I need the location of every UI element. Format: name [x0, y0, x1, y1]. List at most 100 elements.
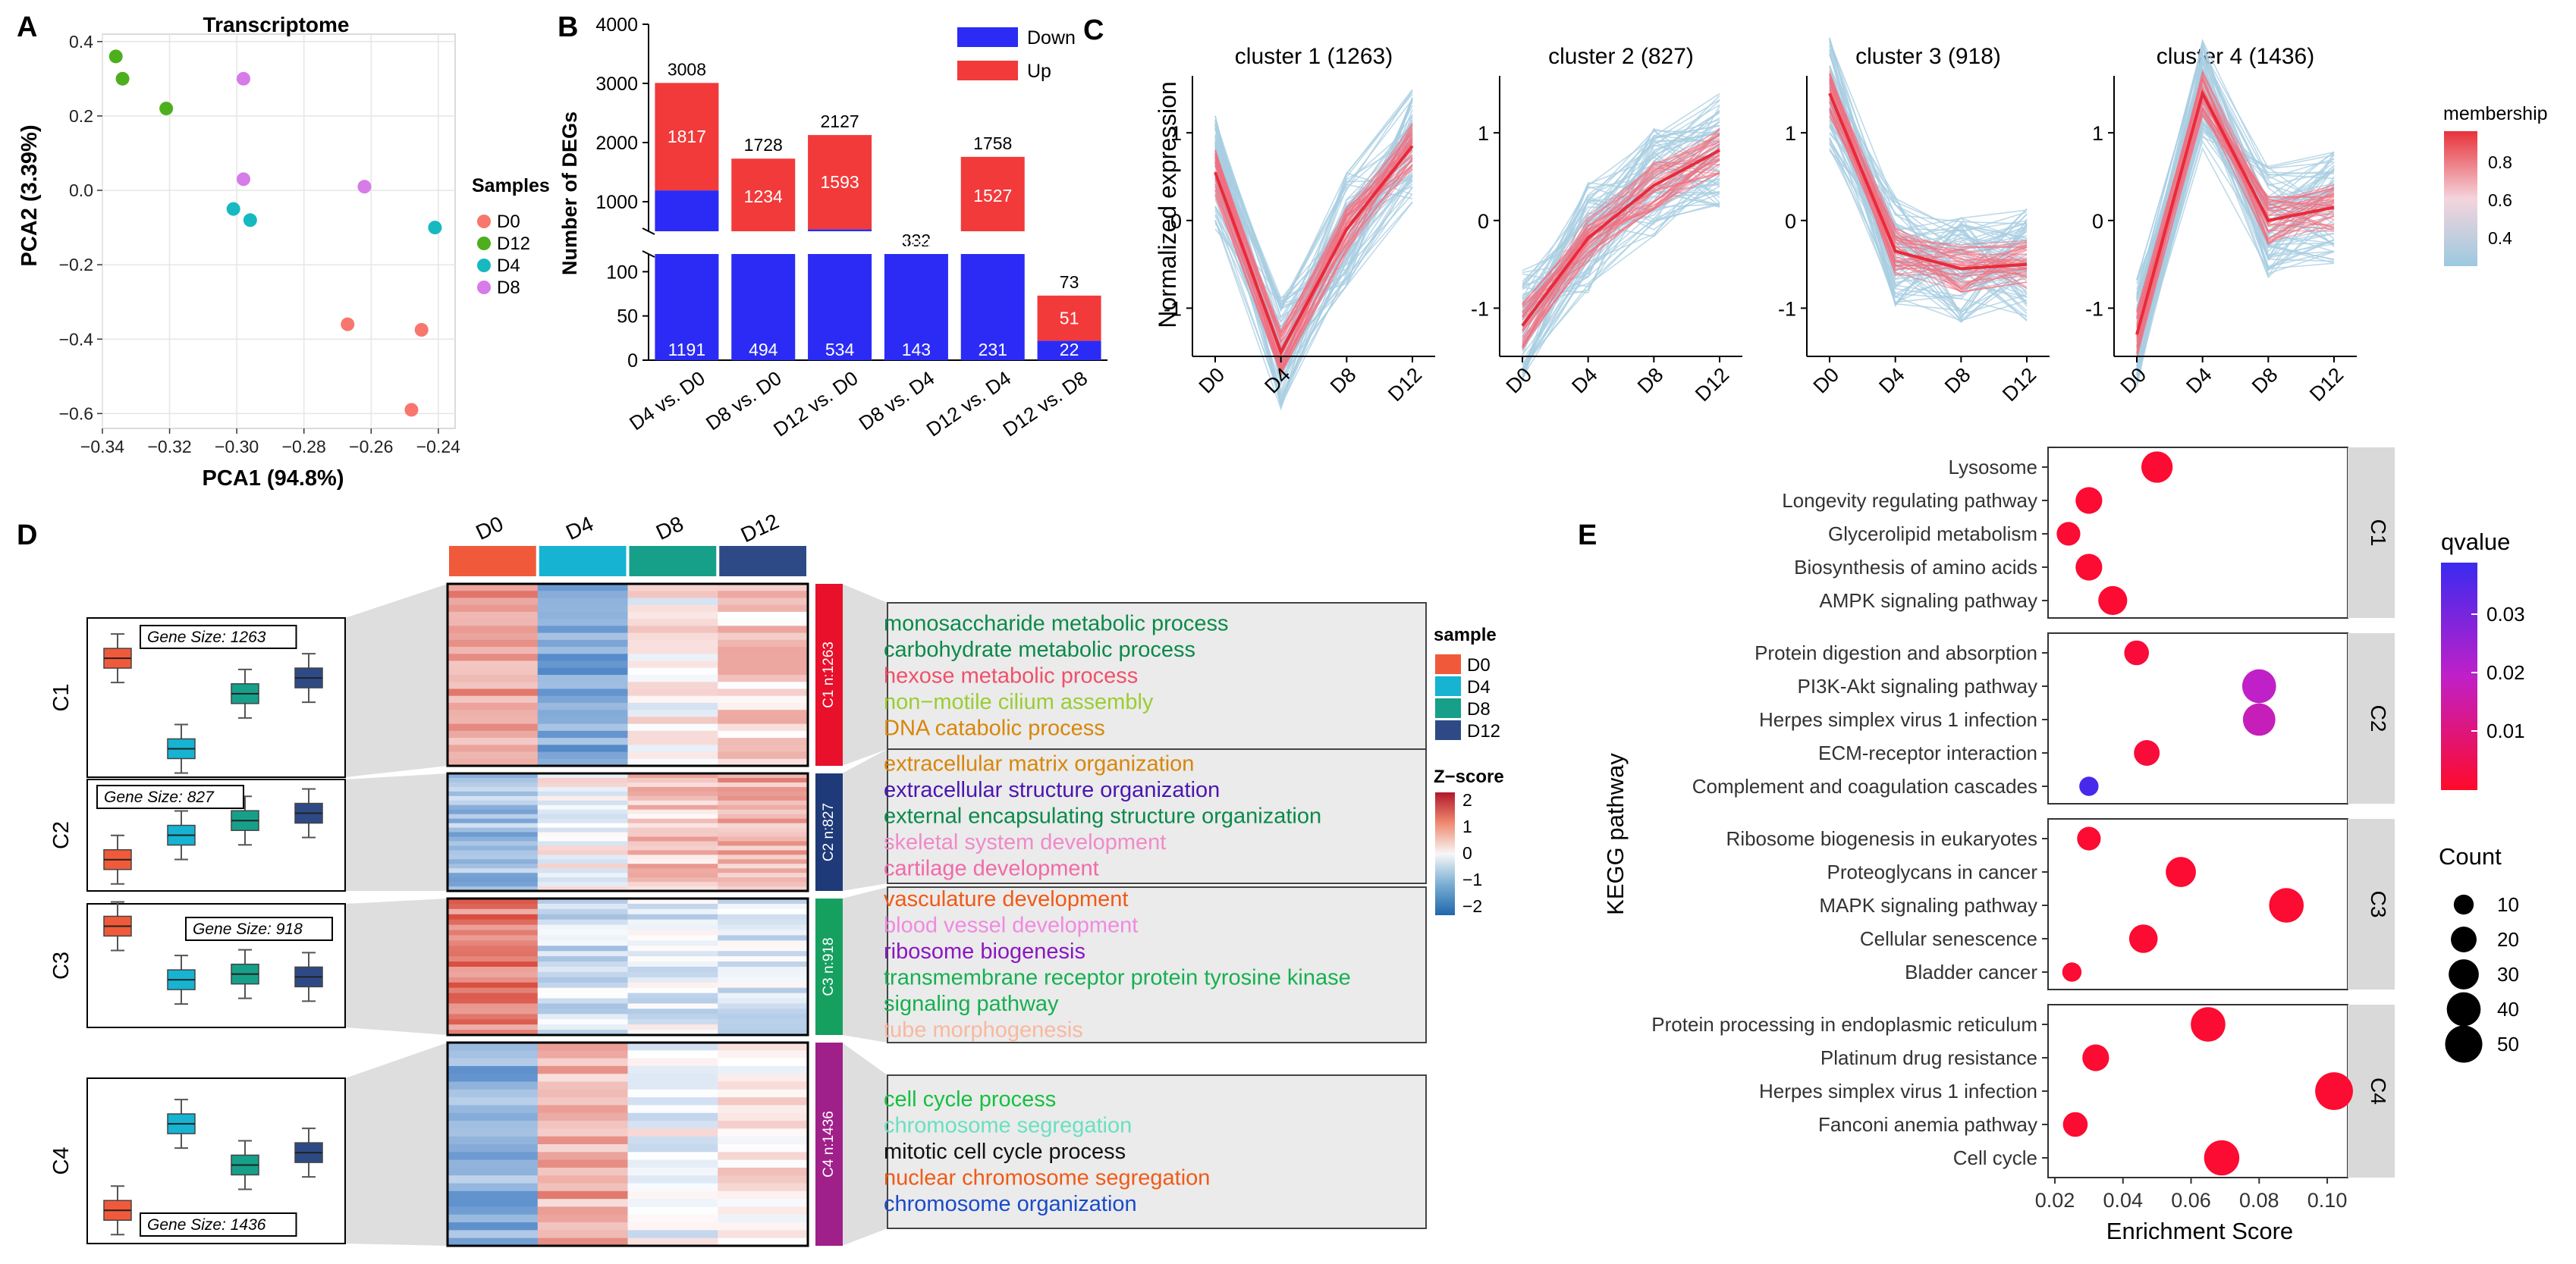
heatmap-cell — [537, 667, 628, 676]
cluster-member-line — [1829, 115, 2028, 283]
heatmap-cell — [627, 827, 718, 833]
heatmap-cell — [537, 1144, 628, 1153]
heatmap-cell — [448, 751, 539, 760]
pca-point-d0 — [404, 403, 419, 417]
heatmap-cell — [627, 967, 718, 973]
heatmap-cell — [718, 695, 809, 704]
heatmap-cell — [448, 993, 539, 999]
cluster-member-line — [1522, 132, 1720, 313]
pca-point-d12 — [108, 49, 123, 64]
heatmap-cell — [627, 786, 718, 792]
heatmap-cell — [718, 971, 809, 978]
go-term: skeletal system development — [884, 830, 1166, 855]
heatmap-cell — [537, 1136, 628, 1145]
heatmap-cell — [537, 873, 628, 878]
deg-y-tick-label: 2000 — [595, 133, 638, 154]
heatmap-cell — [537, 791, 628, 797]
go-term: chromosome organization — [884, 1192, 1137, 1216]
heatmap-cell — [627, 961, 718, 968]
heatmap-cell — [718, 1237, 809, 1247]
heatmap-cell — [537, 1237, 628, 1247]
heatmap-cell — [718, 1014, 809, 1020]
heatmap-cell — [448, 868, 539, 874]
cluster-y-tick-label: 0 — [2092, 210, 2103, 233]
heatmap-cell — [448, 667, 539, 676]
cluster-member-line — [1829, 72, 2028, 288]
heatmap-cell — [537, 899, 628, 905]
heatmap-cell — [627, 1081, 718, 1090]
cluster-x-tick-label: D12 — [1998, 363, 2040, 406]
go-term: nuclear chromosome segregation — [884, 1165, 1210, 1190]
heatmap-cell — [718, 1030, 809, 1036]
heatmap-cell — [627, 1237, 718, 1247]
connector-left — [345, 1043, 448, 1246]
heatmap-cell — [537, 1019, 628, 1025]
heatmap-cell — [537, 864, 628, 869]
deg-bar-down-lower — [1037, 340, 1101, 360]
heatmap-cell — [448, 710, 539, 717]
heatmap-cell — [448, 1112, 539, 1121]
heatmap-cell — [718, 924, 809, 931]
heatmap-cell — [627, 805, 718, 811]
pca-x-tick-label: −0.26 — [349, 437, 393, 456]
pca-legend-swatch-d4 — [477, 259, 491, 272]
heatmap-cell — [537, 660, 628, 669]
heatmap-cell — [448, 777, 539, 783]
heatmap-cell — [718, 1144, 809, 1153]
heatmap-cell — [718, 795, 809, 801]
cluster-x-tick-label: D0 — [2116, 363, 2151, 398]
kegg-pathway-label: Proteoglycans in cancer — [1827, 861, 2038, 883]
heatmap-cell — [627, 751, 718, 760]
heatmap-cell — [627, 1003, 718, 1009]
deg-y-tick-label: 100 — [606, 262, 638, 283]
zscore-colorbar-label: 1 — [1462, 817, 1472, 836]
cluster-x-tick-label: D0 — [1809, 363, 1844, 398]
heatmap-cell — [537, 935, 628, 941]
heatmap-cell — [718, 730, 809, 739]
heatmap-cell — [627, 903, 718, 910]
heatmap-cell — [627, 738, 718, 745]
heatmap-cluster-c2: C2 n:827 extracellular matrix organizatio… — [49, 748, 1427, 892]
cluster-member-line — [1522, 146, 1720, 347]
heatmap-cell — [718, 864, 809, 869]
heatmap-cell — [627, 1152, 718, 1161]
kegg-pathway-label: Platinum drug resistance — [1820, 1046, 2037, 1069]
membership-colorbar — [2444, 131, 2477, 266]
pca-legend-label-d12: D12 — [497, 234, 530, 254]
go-term: extracellular matrix organization — [884, 751, 1194, 776]
cluster-x-tick-label: D8 — [2248, 363, 2282, 398]
heatmap-cell — [448, 877, 539, 883]
heatmap-cell — [448, 823, 539, 829]
cluster-member-line — [1214, 201, 1413, 399]
heatmap-cell — [537, 855, 628, 860]
deg-category-label: D12 vs. D8 — [998, 366, 1092, 441]
heatmap-cell — [718, 982, 809, 989]
kegg-dot — [2242, 703, 2276, 736]
cluster-member-line — [1214, 123, 1413, 339]
heatmap-cell — [537, 738, 628, 745]
heatmap-cell — [718, 1008, 809, 1015]
heatmap-cell — [537, 745, 628, 753]
heatmap-cell — [627, 982, 718, 989]
heatmap-cell — [448, 1206, 539, 1215]
heatmap-cell — [718, 682, 809, 689]
kegg-pathway-label: Herpes simplex virus 1 infection — [1759, 708, 2037, 731]
zscore-colorbar-label: −2 — [1462, 896, 1482, 916]
go-term: ribosome biogenesis — [884, 939, 1085, 964]
heatmap-cell — [718, 702, 809, 710]
heatmap-cell — [718, 584, 809, 591]
kegg-pathway-label: Longevity regulating pathway — [1782, 489, 2037, 512]
gene-size-label: Gene Size: 918 — [193, 921, 303, 938]
heatmap-cell — [718, 987, 809, 994]
heatmap-cell — [627, 667, 718, 676]
heatmap-cell — [627, 682, 718, 689]
heatmap-cell — [448, 738, 539, 745]
heatmap-cell — [718, 845, 809, 851]
heatmap-cell — [537, 850, 628, 855]
heatmap-cell — [718, 1050, 809, 1059]
membership-colorbar-label: 0.8 — [2488, 152, 2512, 172]
heatmap-cell — [627, 1183, 718, 1192]
heatmap-cell — [448, 597, 539, 606]
heatmap-cell — [537, 967, 628, 973]
go-term: blood vessel development — [884, 914, 1138, 938]
